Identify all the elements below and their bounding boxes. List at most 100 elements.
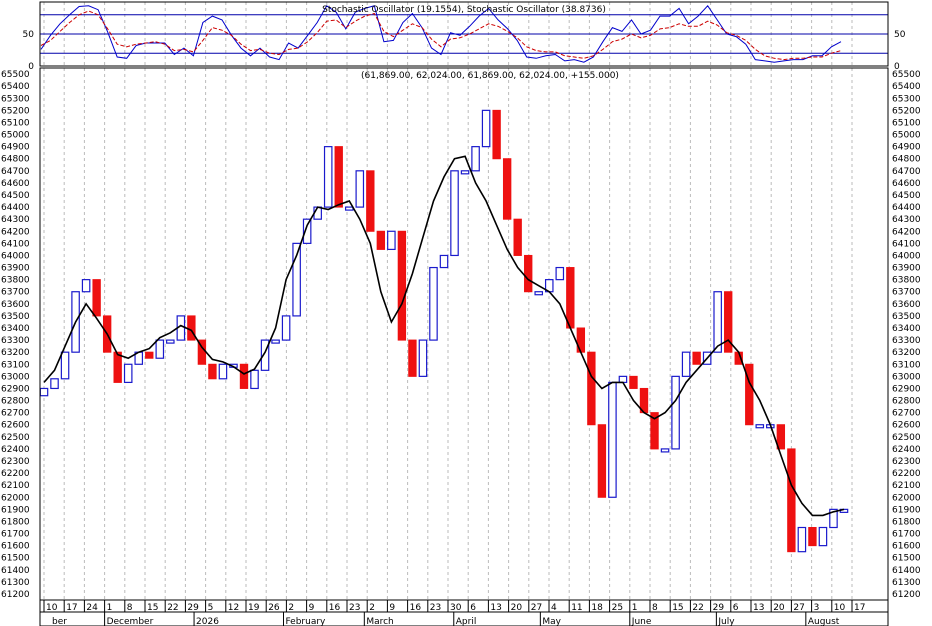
x-tick-label: 5 [208,603,214,613]
x-tick-label: 23 [349,603,360,613]
x-tick-label: 1 [632,603,638,613]
ohlc-bar-up [755,424,765,429]
price-y-tick-left: 61300 [1,578,30,588]
ohlc-bar-down [650,412,659,450]
ohlc-bar-down [745,363,754,426]
price-y-tick-right: 65300 [892,94,921,104]
ohlc-bar-down [787,448,796,553]
month-label: April [456,617,477,626]
x-tick-label: 23 [430,603,441,613]
x-tick-label: 25 [612,603,623,613]
ohlc-bar-up [460,170,470,175]
price-y-tick-right: 65100 [892,118,921,128]
oscillator-y-axis: 0 0 50 50 [23,30,906,72]
ohlc-bar-up [713,291,722,353]
price-y-tick-right: 65200 [892,106,921,116]
price-y-tick-left: 61900 [1,505,30,515]
ohlc-bar-up [534,291,544,296]
month-label: December [107,617,154,626]
ohlc-bar-up [166,339,175,344]
price-y-tick-left: 62900 [1,384,30,394]
x-tick-label: 16 [329,603,341,613]
ohlc-bar-down [366,170,375,232]
x-tick-label: 8 [652,603,658,613]
oscillator-title: Stochastic Oscillator (19.1554), Stochas… [322,5,606,15]
ohlc-bar-down [239,363,249,389]
price-y-tick-right: 63500 [892,312,921,322]
price-y-tick-right: 61600 [892,542,921,552]
ohlc-bar-down [187,315,196,341]
ohlc-bar-up [50,378,59,390]
ohlc-bar-up [81,279,91,293]
ohlc-bar-down [92,279,101,317]
ohlc-bar-down [113,351,122,383]
price-y-tick-right: 62400 [892,445,921,455]
price-y-tick-left: 62600 [1,421,30,431]
price-y-tick-right: 64700 [892,167,921,177]
ohlc-bar-up [555,266,565,281]
price-y-tick-left: 65100 [1,118,30,128]
price-y-tick-left: 61800 [1,517,30,527]
price-y-tick-left: 62100 [1,481,30,491]
month-label: March [366,617,393,626]
x-tick-label: 10 [834,603,846,613]
ohlc-bar-up [250,369,259,390]
x-tick-label: 13 [490,603,501,613]
ohlc-bar-up [344,206,354,211]
ohlc-bar-down [629,375,638,389]
x-tick-label: 6 [733,603,739,613]
price-y-tick-left: 62300 [1,457,30,467]
x-tick-label: 13 [753,603,764,613]
x-tick-label: 22 [167,603,178,613]
x-tick-label: 11 [571,603,582,613]
price-y-tick-right: 64100 [892,239,921,249]
x-tick-label: 8 [127,603,133,613]
x-tick-label: 29 [187,603,199,613]
price-y-tick-left: 65200 [1,106,30,116]
price-y-tick-right: 62200 [892,469,921,479]
ohlc-bar-up [608,381,617,498]
price-y-tick-left: 64300 [1,215,30,225]
ohlc-bar-down [208,363,217,380]
price-y-tick-left: 62500 [1,433,30,443]
price-y-tick-left: 63500 [1,312,30,322]
ohlc-bar-up [660,448,670,453]
ohlc-bar-up [387,230,396,251]
price-y-tick-left: 64000 [1,251,30,261]
x-axis-ticks: 10 17 24 1 8 15 22 29 5 12 19 26 2 9 16 23 2 9 16 23 30 6 13 20… [43,600,865,613]
price-y-tick-right: 65400 [892,82,921,92]
ohlc-bar-up [481,109,491,148]
x-axis-frame [39,599,889,626]
price-y-tick-right: 63400 [892,324,921,334]
month-label: August [808,617,840,626]
x-tick-label: 17 [854,603,865,613]
ohlc-bar-down [502,158,512,220]
price-y-axis: 61200 61200 61300 61300 61400 61400 61500 61500… [1,70,921,600]
price-y-tick-left: 61400 [1,566,30,576]
month-label: May [542,617,561,626]
price-y-tick-right: 61300 [892,578,921,588]
price-y-tick-left: 62700 [1,409,30,419]
price-y-tick-right: 64400 [892,203,921,213]
ohlc-bar-up [829,508,838,529]
x-tick-label: 27 [531,603,542,613]
ohlc-bar-up [292,242,301,317]
price-y-tick-left: 63000 [1,372,30,382]
ohlc-bar-down [492,109,501,160]
price-y-tick-left: 64400 [1,203,30,213]
price-y-tick-right: 63600 [892,300,921,310]
month-label: 2026 [196,617,219,626]
price-y-tick-right: 63700 [892,288,921,298]
price-y-tick-left: 63200 [1,348,30,358]
ohlc-bar-up [218,363,228,380]
price-y-tick-left: 63400 [1,324,30,334]
x-tick-label: 17 [66,603,77,613]
price-header: (61,869.00, 62,024.00, 61,869.00, 62,024… [361,71,619,81]
x-tick-label: 26 [268,603,280,613]
ohlc-bar-up [418,339,428,377]
oscillator-y-tick-right: 0 [894,62,900,72]
price-y-tick-left: 61700 [1,530,30,540]
oscillator-y-tick-left: 0 [28,62,34,72]
ohlc-bar-up [618,375,628,384]
